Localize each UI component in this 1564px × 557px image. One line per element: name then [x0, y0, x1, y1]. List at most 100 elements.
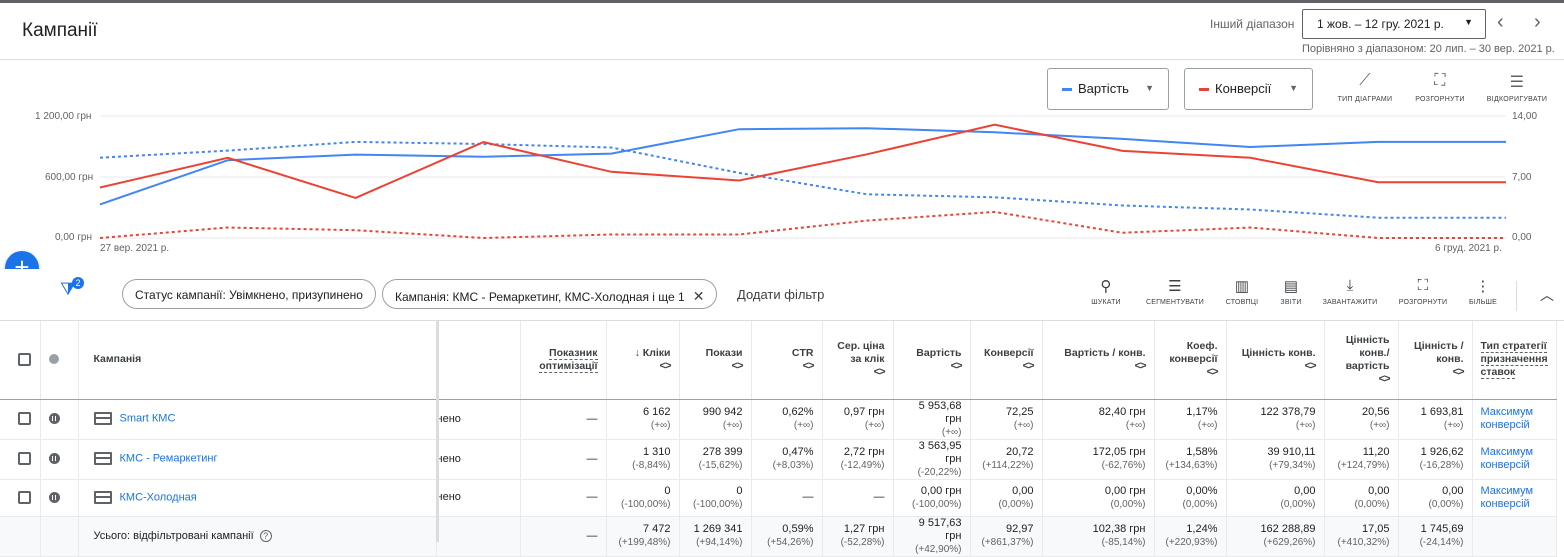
conv-rate-header-label: Коеф. конверсії: [1169, 340, 1218, 366]
row-campaign-cell: КМС-Холодная: [78, 479, 437, 517]
strategy-header[interactable]: Тип стратегії призначення ставок: [1472, 321, 1557, 400]
row-opt-cell: —: [520, 399, 607, 440]
filter-chip-status[interactable]: Статус кампанії: Увімкнено, призупинено: [122, 279, 376, 309]
metric-value: 278 399: [702, 446, 743, 458]
strategy-link[interactable]: Максимум конверсій: [1480, 484, 1534, 510]
row-select-cell[interactable]: [0, 399, 41, 440]
metric-value: 1,24%: [1186, 523, 1218, 535]
reports-button[interactable]: ▤ ЗВІТИ: [1261, 277, 1321, 306]
sort-icon: <>: [873, 366, 886, 379]
metric-value: 9 517,63 грн: [918, 516, 962, 542]
row-checkbox[interactable]: [18, 412, 31, 426]
columns-button[interactable]: ▥ СТОВПЦІ: [1212, 277, 1272, 306]
row-checkbox[interactable]: [18, 490, 31, 504]
select-all-cell[interactable]: [0, 321, 41, 400]
value-cost-header[interactable]: Цінність конв./ вартість <>: [1324, 321, 1399, 400]
chart-type-button[interactable]: ⟋ ТИП ДІАГРАМИ: [1330, 72, 1400, 103]
filter-chip-campaign[interactable]: Кампанія: КМС - Ремаркетинг, КМС-Холодна…: [382, 279, 718, 309]
campaign-header[interactable]: Кампанія: [78, 321, 437, 400]
select-all-checkbox[interactable]: [18, 353, 31, 367]
row-strategy-cell: Максимум конверсій: [1472, 399, 1557, 440]
impr-header[interactable]: Покази <>: [679, 321, 752, 400]
campaign-link[interactable]: КМС-Холодная: [119, 491, 197, 504]
series-line-2: [99, 123, 1506, 199]
campaign-link[interactable]: Smart КМС: [119, 412, 176, 425]
row-status-cell: [40, 439, 79, 480]
segment-label: СЕГМЕНТУВАТИ: [1146, 299, 1204, 306]
row-conv-rate-cell: 1,58% (+134,63%): [1154, 439, 1227, 480]
conv-value-header[interactable]: Цінність конв. <>: [1226, 321, 1325, 400]
metric1-selector[interactable]: Вартість ▼: [1047, 68, 1169, 110]
metric-value: 0,59%: [782, 523, 814, 535]
row-select-cell[interactable]: [0, 479, 41, 517]
more-button[interactable]: ⋮ БІЛЬШЕ: [1453, 277, 1513, 306]
metric-value: 0,00%: [1186, 484, 1218, 497]
metric-value: 0,00 грн: [920, 484, 962, 497]
pause-status-icon[interactable]: [48, 413, 60, 425]
expand-icon: ⛶: [1434, 72, 1446, 89]
cpc-header[interactable]: Сер. ціна за клік <>: [822, 321, 894, 400]
conv-header[interactable]: Конверсії <>: [970, 321, 1043, 400]
metric-value: 2,72 грн: [843, 446, 885, 458]
date-range-picker[interactable]: 1 жов. – 12 гру. 2021 р. ▼: [1302, 9, 1486, 39]
row-conv-cell: 0,00 (0,00%): [970, 479, 1043, 517]
campaign-link[interactable]: КМС - Ремаркетинг: [119, 452, 218, 465]
row-clicks-cell: 1 310 (-8,84%): [606, 439, 680, 480]
metric-value: 0,00: [1442, 484, 1464, 497]
more-label: БІЛЬШЕ: [1468, 299, 1497, 306]
metric-value: 990 942: [702, 406, 743, 418]
metric2-selector[interactable]: Конверсії ▼: [1184, 68, 1313, 110]
conv-value-header-label: Цінність конв.: [1241, 346, 1316, 359]
row-opt-cell: —: [520, 479, 607, 517]
row-select-cell[interactable]: [0, 439, 41, 480]
segment-button[interactable]: ☰ СЕГМЕНТУВАТИ: [1145, 277, 1205, 306]
table-header-row: Кампанія Показник оптимізації ↓ Кліки <> …: [0, 321, 1557, 400]
row-cost-conv-cell: 0,00 грн (0,00%): [1042, 479, 1155, 517]
clicks-header[interactable]: ↓ Кліки <>: [606, 321, 680, 400]
row-checkbox[interactable]: [18, 452, 31, 466]
metric-value: 1 926,62: [1420, 446, 1464, 458]
add-filter-button[interactable]: Додати фільтр: [737, 287, 825, 302]
metric-value: 1,27 грн: [843, 523, 885, 535]
adjust-icon: ☰: [1509, 74, 1525, 91]
strategy-link[interactable]: Максимум конверсій: [1480, 406, 1534, 431]
metric-value: 0,47%: [782, 446, 814, 458]
strategy-link[interactable]: Максимум конверсій: [1480, 446, 1534, 471]
row-cpc-cell: —: [822, 479, 894, 517]
row-conv-rate-cell: 1,17% (+∞): [1154, 399, 1227, 440]
table-expand-button[interactable]: ⛶ РОЗГОРНУТИ: [1393, 277, 1453, 306]
x-start-label: 27 вер. 2021 р.: [100, 243, 170, 254]
y-left-tick: 0,00 грн: [55, 232, 92, 243]
reports-label: ЗВІТИ: [1280, 299, 1302, 306]
metric-change: (-12,49%): [840, 460, 885, 471]
metric-change: (+∞): [1295, 420, 1316, 431]
row-ctr-cell: 0,47% (+8,03%): [751, 439, 823, 480]
conv-rate-header[interactable]: Коеф. конверсії <>: [1154, 321, 1227, 400]
search-button[interactable]: ⚲ ШУКАТИ: [1076, 277, 1136, 306]
prev-period-icon[interactable]: ‹: [1497, 11, 1504, 33]
close-icon[interactable]: ✕: [692, 288, 705, 304]
cost-header[interactable]: Вартість <>: [893, 321, 971, 400]
cost-conv-header[interactable]: Вартість / конв. <>: [1042, 321, 1155, 400]
chart-adjust-button[interactable]: ☰ ВІДКОРИГУВАТИ: [1482, 72, 1552, 103]
ctr-header[interactable]: CTR <>: [751, 321, 823, 400]
metric-value: 20,56: [1361, 406, 1390, 418]
value-conv-header[interactable]: Цінність / конв. <>: [1398, 321, 1473, 400]
metric-change: (+94,14%): [696, 537, 743, 548]
next-period-icon[interactable]: ›: [1534, 11, 1541, 33]
chevron-up-icon[interactable]: ︿: [1540, 287, 1554, 303]
pause-status-icon[interactable]: [48, 453, 60, 465]
help-icon[interactable]: ?: [259, 529, 272, 542]
download-button[interactable]: ⤓ ЗАВАНТАЖИТИ: [1320, 277, 1380, 306]
total-conv-value-cell: 162 288,89 (+629,26%): [1226, 516, 1325, 557]
chart-expand-button[interactable]: ⛶ РОЗГОРНУТИ: [1405, 72, 1475, 103]
metric-value: 0,00: [1368, 484, 1390, 497]
pause-status-icon[interactable]: [48, 491, 60, 503]
chart-adjust-label: ВІДКОРИГУВАТИ: [1486, 96, 1548, 103]
filter-count-badge: 2: [72, 277, 84, 289]
total-value-cost-cell: 17,05 (+410,32%): [1324, 516, 1399, 557]
row-clicks-cell: 0 (-100,00%): [606, 479, 680, 517]
total-cpc-cell: 1,27 грн (-52,28%): [822, 516, 894, 557]
row-cpc-cell: 2,72 грн (-12,49%): [822, 439, 894, 480]
opt-header[interactable]: Показник оптимізації: [520, 321, 607, 400]
